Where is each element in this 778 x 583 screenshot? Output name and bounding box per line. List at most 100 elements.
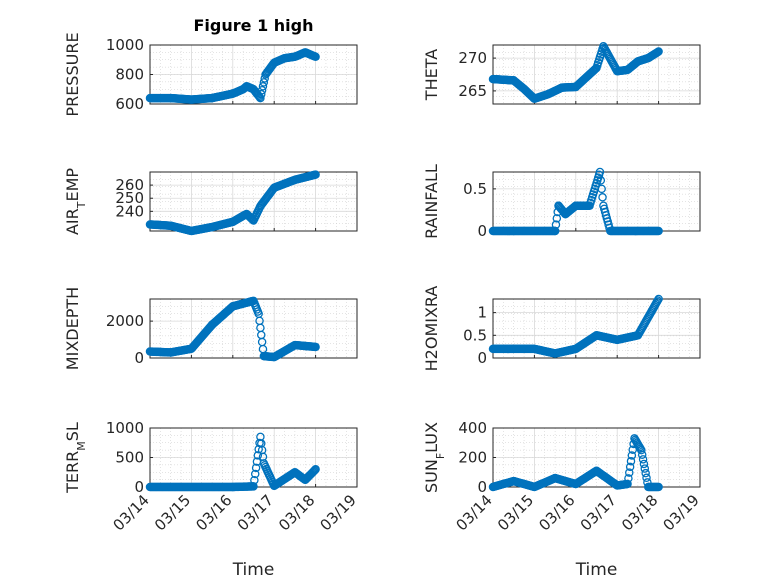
data-point	[250, 475, 259, 485]
axis-border	[492, 298, 701, 359]
chart-title: Figure 1 high	[194, 16, 314, 35]
data-point	[590, 65, 600, 74]
y-tick-label: 265	[458, 82, 487, 100]
x-tick-label: 03/19	[317, 491, 360, 534]
y-tick-label: 1000	[106, 36, 144, 54]
x-tick-label: 03/15	[494, 491, 537, 534]
data-point	[309, 466, 319, 476]
x-tick-label: 03/16	[192, 491, 235, 534]
data-point	[638, 455, 648, 464]
y-tick-label: 0	[477, 478, 487, 496]
data-point	[550, 226, 560, 236]
x-tick-label: 03/18	[275, 491, 318, 534]
y-tick-label: 270	[458, 49, 487, 67]
data-point	[258, 82, 268, 91]
y-axis-label: RAINFALL	[422, 164, 441, 239]
x-tick-label: 03/16	[535, 491, 578, 534]
plot-area	[492, 44, 701, 105]
data-point	[624, 474, 633, 483]
data-point	[311, 465, 320, 474]
y-tick-label: 2000	[106, 312, 144, 330]
y-tick-label: 0	[134, 349, 144, 367]
y-tick-label: 400	[458, 419, 487, 437]
data-point	[257, 85, 267, 95]
y-tick-label: 0	[134, 478, 144, 496]
y-tick-label: 240	[115, 202, 144, 220]
subplot-rainfall: 0 0.5 RAINFALL	[422, 164, 701, 240]
y-axis-label: AIRTEMP	[63, 168, 88, 235]
data-point	[311, 52, 320, 62]
y-tick-label: 1000	[106, 419, 144, 437]
y-axis-label: SUNFLUX	[422, 422, 447, 493]
axis-border	[149, 44, 358, 105]
y-tick-label: 600	[115, 95, 144, 113]
y-axis-label: PRESSURE	[63, 32, 82, 116]
y-tick-label: 200	[458, 449, 487, 467]
x-axis-label: Time	[232, 560, 275, 580]
data-point	[625, 462, 635, 472]
axis-border	[492, 44, 701, 105]
data-point	[637, 450, 647, 459]
data-point	[654, 294, 663, 304]
y-tick-label: 0	[477, 222, 487, 240]
data-point	[259, 78, 269, 87]
y-tick-label: 0.5	[463, 180, 487, 198]
y-tick-label: 0.5	[463, 326, 487, 344]
data-point	[623, 479, 632, 489]
y-axis-label: THETA	[422, 49, 441, 101]
data-point	[250, 469, 260, 479]
subplot-sunflux: 0 200 400 SUNFLUX03/1403/1503/1603/1703/180…	[422, 419, 703, 580]
data-point	[552, 214, 562, 223]
y-tick-label: 0	[477, 349, 487, 367]
data-point	[257, 89, 266, 99]
data-point	[311, 342, 320, 352]
x-tick-label: 03/14	[453, 491, 496, 534]
x-axis-label: Time	[575, 560, 618, 580]
data-point	[627, 451, 637, 460]
data-point	[595, 167, 605, 177]
data-point	[251, 463, 261, 473]
data-point	[308, 467, 318, 477]
data-point	[641, 468, 650, 478]
y-axis-label: MIXDEPTH	[63, 287, 82, 370]
y-axis-label: TERRMSL	[63, 422, 88, 494]
data-point	[637, 445, 646, 455]
x-tick-label: 03/19	[660, 491, 703, 534]
data-point	[639, 459, 649, 469]
data-point	[551, 220, 561, 229]
x-tick-label: 03/14	[110, 491, 153, 534]
subplot-terrmsl: 0 500 1000 TERRMSL 03/1403/1503/1603/1703/18…	[63, 419, 360, 580]
data-point	[256, 93, 265, 103]
y-tick-label: 500	[115, 449, 144, 467]
data-point	[249, 482, 258, 491]
data-point	[310, 465, 319, 475]
x-tick-label: 03/15	[151, 491, 194, 534]
data-point	[642, 473, 651, 483]
x-tick-label: 03/17	[234, 491, 277, 534]
axis-border	[492, 427, 701, 488]
subplot-pressure: 600 800 1000 PRESSURE Figure 1 high	[63, 16, 358, 117]
data-point	[625, 468, 634, 477]
y-tick-label: 1	[477, 304, 487, 322]
data-point	[654, 47, 663, 56]
data-point	[253, 451, 263, 460]
y-tick-label: 260	[115, 176, 144, 194]
subplot-h2omixra: 0 0.5 1 H2OMIXRA	[422, 286, 701, 372]
subplot-theta: 265 270 THETA	[422, 42, 701, 105]
data-point	[596, 176, 606, 185]
x-tick-label: 03/18	[618, 491, 661, 534]
y-axis-label: H2OMIXRA	[422, 286, 441, 372]
x-tick-label: 03/17	[577, 491, 620, 534]
data-point	[597, 184, 606, 194]
data-point	[598, 193, 607, 202]
y-tick-label: 800	[115, 66, 144, 84]
data-point	[640, 464, 650, 473]
axis-border	[149, 171, 358, 232]
data-point	[654, 482, 663, 492]
data-point	[626, 456, 636, 466]
y-tick-label: 250	[115, 189, 144, 207]
data-point	[311, 170, 320, 179]
data-point	[654, 226, 663, 236]
